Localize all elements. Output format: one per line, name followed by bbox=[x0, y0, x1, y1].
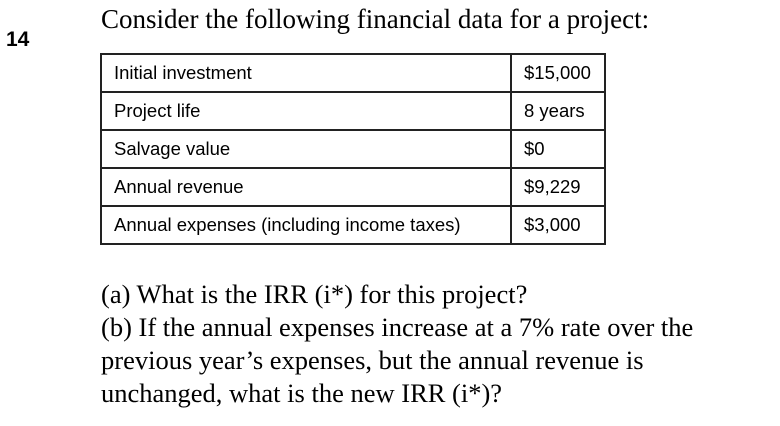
problem-number: 14 bbox=[6, 28, 30, 51]
row-label: Annual revenue bbox=[100, 167, 512, 207]
question-a: (a) What is the IRR (i*) for this projec… bbox=[101, 279, 528, 309]
row-label: Initial investment bbox=[100, 53, 512, 93]
row-value: $0 bbox=[510, 129, 606, 169]
row-value: 8 years bbox=[510, 91, 606, 131]
problem-intro: Consider the following financial data fo… bbox=[101, 4, 650, 34]
row-value: $9,229 bbox=[510, 167, 606, 207]
row-label: Salvage value bbox=[100, 129, 512, 169]
row-value: $3,000 bbox=[510, 205, 606, 245]
table-row: Project life 8 years bbox=[100, 91, 606, 131]
questions-block: (a) What is the IRR (i*) for this projec… bbox=[101, 278, 693, 410]
table-row: Initial investment $15,000 bbox=[100, 53, 606, 93]
row-label: Project life bbox=[100, 91, 512, 131]
table-row: Salvage value $0 bbox=[100, 129, 606, 169]
financial-data-table: Initial investment $15,000 Project life … bbox=[100, 53, 606, 245]
question-b-line-1: (b) If the annual expenses increase at a… bbox=[101, 312, 694, 342]
row-label: Annual expenses (including income taxes) bbox=[100, 205, 512, 245]
row-value: $15,000 bbox=[510, 53, 606, 93]
question-b-line-3: unchanged, what is the new IRR (i*)? bbox=[101, 378, 503, 408]
question-b-line-2: previous year’s expenses, but the annual… bbox=[101, 345, 644, 375]
table-row: Annual expenses (including income taxes)… bbox=[100, 205, 606, 245]
table-row: Annual revenue $9,229 bbox=[100, 167, 606, 207]
